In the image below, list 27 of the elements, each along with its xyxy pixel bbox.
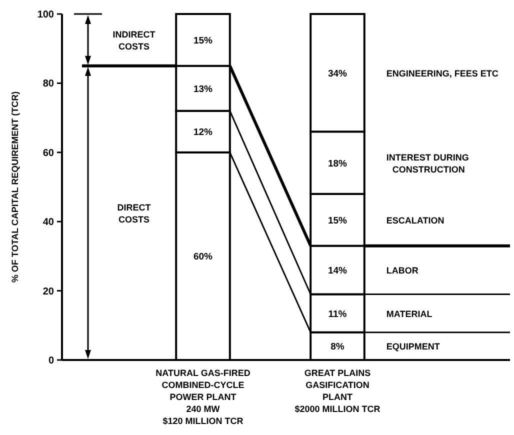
data-label: 14%	[328, 266, 348, 277]
data-label: 34%	[328, 68, 348, 80]
data-label: 15%	[328, 215, 348, 226]
y-tick-label: 0	[48, 356, 54, 366]
data-label: 11%	[328, 308, 348, 320]
y-tick-label: 100	[37, 10, 54, 20]
y-tick-label: 40	[42, 217, 54, 228]
annotation: INDIRECT COSTS	[112, 29, 156, 52]
text: LABOR	[386, 266, 419, 276]
text: EQUIPMENT	[386, 342, 440, 352]
text: ENGINEERING, FEES ETC	[386, 68, 499, 78]
text: ESCALATION	[386, 215, 444, 226]
text: INTEREST DURING CONSTRUCTION	[386, 152, 469, 174]
y-tick-label: 60	[42, 148, 54, 159]
x-tick-label: NATURAL GAS-FIRED COMBINED-CYCLE POWER PLANT 240 MW $120 MILLION TCR	[156, 368, 251, 426]
data-label: 12%	[193, 127, 214, 138]
x-tick-label: GREAT PLAINS GASIFICATION PLANT $2000 MILLION TCR	[294, 368, 381, 414]
y-tick-label: 80	[42, 78, 54, 90]
data-label: 13%	[193, 84, 214, 95]
data-label: 60%	[193, 252, 214, 263]
data-label: 15%	[193, 35, 214, 46]
text: MATERIAL	[386, 308, 433, 319]
data-label: 18%	[328, 158, 348, 170]
annotation: DIRECT COSTS	[117, 202, 152, 224]
y-axis-title: % OF TOTAL CAPITAL REQUIREMENT (TCR)	[10, 91, 20, 283]
data-label: 8%	[330, 342, 345, 353]
y-tick-label: 20	[42, 286, 54, 298]
